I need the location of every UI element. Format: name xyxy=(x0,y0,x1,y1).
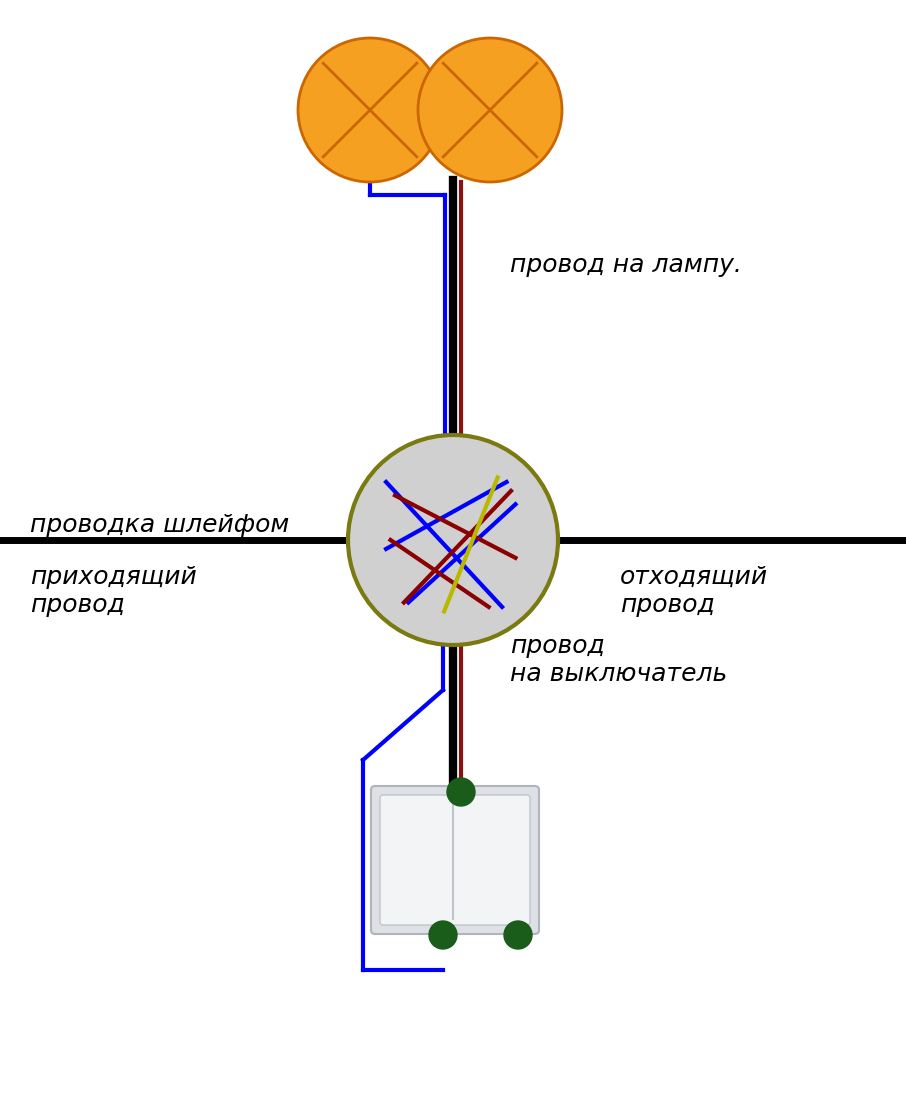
Text: провод
на выключатель: провод на выключатель xyxy=(510,634,728,686)
Text: проводка шлейфом: проводка шлейфом xyxy=(30,513,289,536)
Text: провод на лампу.: провод на лампу. xyxy=(510,253,742,277)
FancyBboxPatch shape xyxy=(380,795,530,925)
Circle shape xyxy=(418,38,562,183)
Circle shape xyxy=(348,435,558,646)
Circle shape xyxy=(447,778,475,806)
Circle shape xyxy=(298,38,442,183)
Circle shape xyxy=(429,920,457,949)
Circle shape xyxy=(504,920,532,949)
Text: отходящий
провод: отходящий провод xyxy=(620,565,768,617)
FancyBboxPatch shape xyxy=(371,786,539,934)
Text: приходящий
провод: приходящий провод xyxy=(30,565,197,617)
